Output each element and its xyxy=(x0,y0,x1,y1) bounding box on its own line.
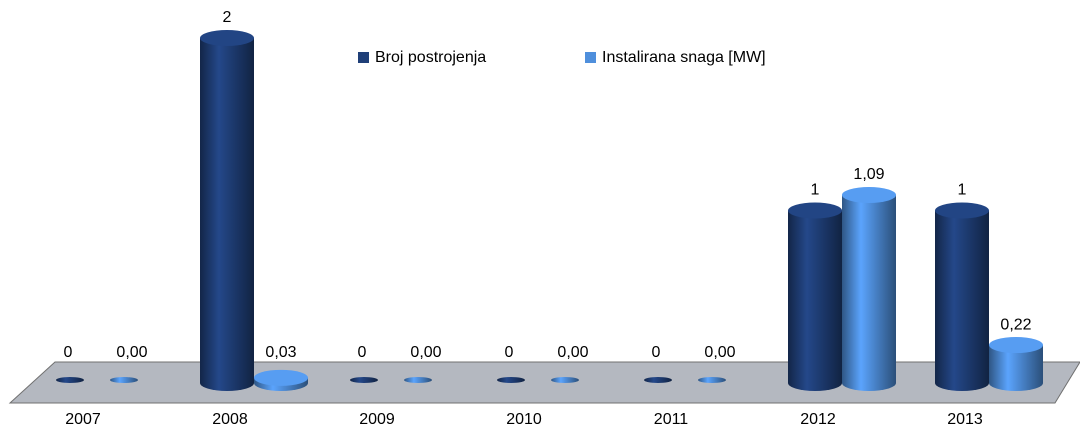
bar xyxy=(404,377,432,383)
x-tick-label: 2009 xyxy=(359,411,395,428)
bar-top xyxy=(788,202,842,219)
data-label: 0,00 xyxy=(704,344,735,361)
data-label: 2 xyxy=(223,9,232,26)
x-tick-label: 2013 xyxy=(947,411,983,428)
bar-flat xyxy=(350,377,378,383)
bar-flat xyxy=(404,377,432,383)
legend-swatch xyxy=(585,52,596,63)
bar-top xyxy=(200,30,254,46)
data-label: 0 xyxy=(64,344,73,361)
data-label: 1 xyxy=(958,182,967,199)
bar xyxy=(698,377,726,383)
bar xyxy=(551,377,579,383)
bar xyxy=(350,377,378,383)
bar-flat xyxy=(56,377,84,383)
bar-body xyxy=(842,194,896,391)
bar xyxy=(788,202,842,391)
bar-top xyxy=(842,186,896,203)
bar-flat xyxy=(110,377,138,383)
data-label: 0,00 xyxy=(116,344,147,361)
bar-flat xyxy=(497,377,525,383)
data-label: 0,00 xyxy=(557,344,588,361)
legend-label: Instalirana snaga [MW] xyxy=(602,49,766,66)
x-tick-label: 2010 xyxy=(506,411,542,428)
bar-body xyxy=(935,210,989,391)
bar-top xyxy=(254,369,308,386)
bar xyxy=(842,186,896,391)
legend-swatch xyxy=(358,52,369,63)
bar-top xyxy=(935,202,989,219)
bar xyxy=(935,202,989,391)
bar xyxy=(110,377,138,383)
data-label: 0,22 xyxy=(1000,316,1031,333)
bar-body xyxy=(788,210,842,391)
data-label: 1 xyxy=(811,182,820,199)
bar xyxy=(200,30,254,391)
bar-body xyxy=(200,38,254,391)
data-label: 0,03 xyxy=(265,344,296,361)
data-label: 0 xyxy=(358,344,367,361)
bar-body xyxy=(989,345,1043,391)
bar-flat xyxy=(551,377,579,383)
bar-top xyxy=(989,337,1043,354)
x-tick-label: 2008 xyxy=(212,411,248,428)
x-tick-label: 2007 xyxy=(65,411,101,428)
floor xyxy=(8,361,1080,404)
data-label: 0 xyxy=(652,344,661,361)
data-label: 0 xyxy=(505,344,514,361)
legend-label: Broj postrojenja xyxy=(375,49,486,66)
bar xyxy=(989,337,1043,391)
x-tick-label: 2012 xyxy=(800,411,836,428)
x-tick-label: 2011 xyxy=(654,411,689,428)
bar xyxy=(254,369,308,391)
data-label: 0,00 xyxy=(410,344,441,361)
bar-flat xyxy=(644,377,672,383)
bar xyxy=(497,377,525,383)
data-label: 1,09 xyxy=(853,166,884,183)
bar-flat xyxy=(698,377,726,383)
bar xyxy=(56,377,84,383)
bar xyxy=(644,377,672,383)
